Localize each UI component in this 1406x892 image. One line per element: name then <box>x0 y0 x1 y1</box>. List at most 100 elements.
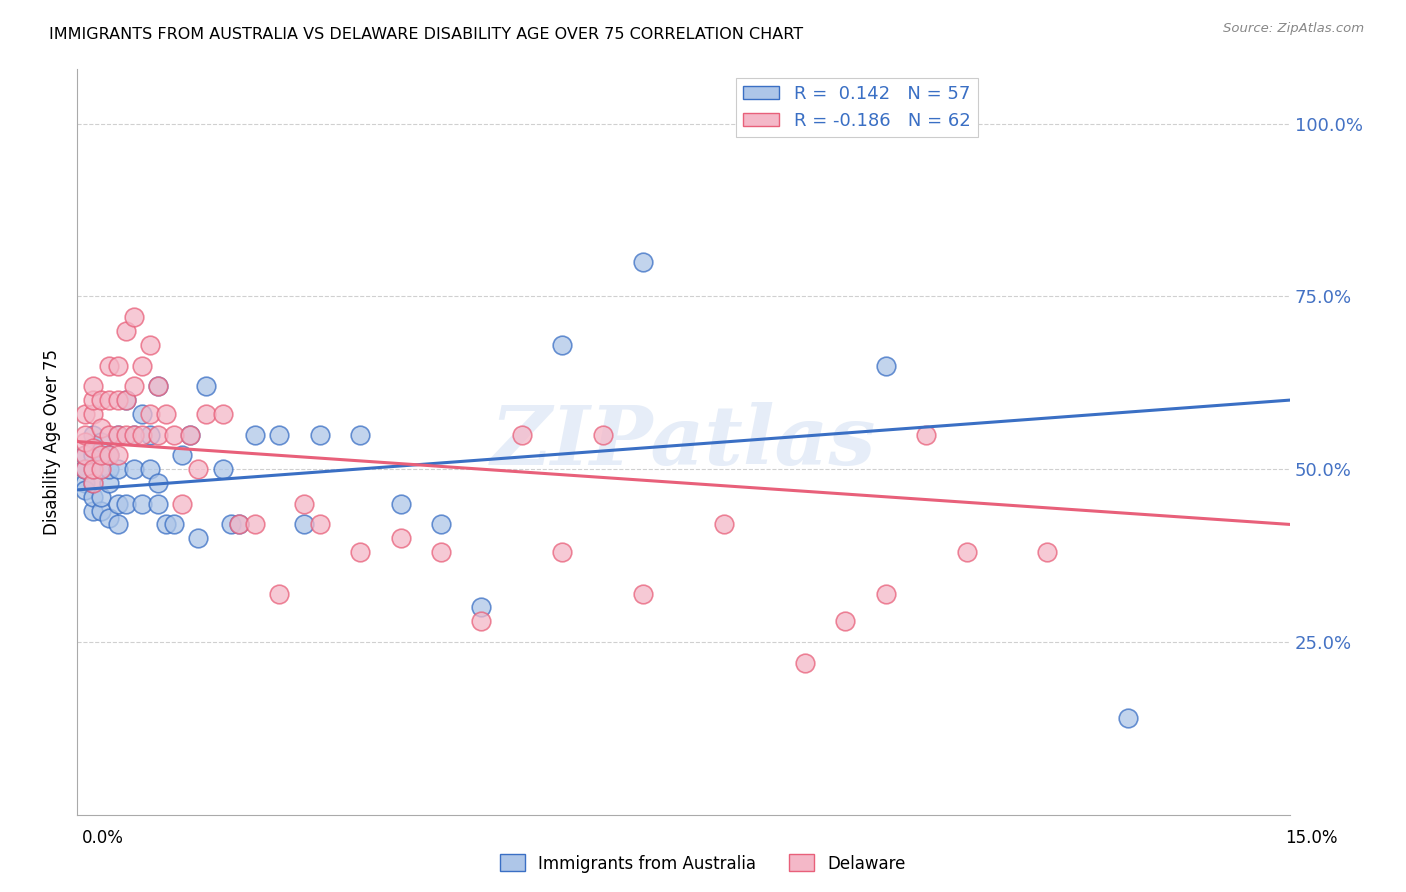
Point <box>98 510 121 524</box>
Point <box>228 517 250 532</box>
Point <box>90 503 112 517</box>
Y-axis label: Disability Age Over 75: Disability Age Over 75 <box>44 349 60 534</box>
Point <box>139 462 162 476</box>
Point <box>308 427 330 442</box>
Point <box>107 359 129 373</box>
Point <box>131 359 153 373</box>
Point <box>75 483 97 497</box>
Point <box>75 448 97 462</box>
Point <box>82 407 104 421</box>
Point <box>228 517 250 532</box>
Point <box>82 503 104 517</box>
Text: Source: ZipAtlas.com: Source: ZipAtlas.com <box>1223 22 1364 36</box>
Point <box>146 379 169 393</box>
Point <box>107 427 129 442</box>
Point <box>146 497 169 511</box>
Point <box>82 462 104 476</box>
Point <box>211 407 233 421</box>
Point <box>107 462 129 476</box>
Point <box>75 462 97 476</box>
Point <box>82 379 104 393</box>
Point <box>122 462 145 476</box>
Point <box>195 407 218 421</box>
Text: IMMIGRANTS FROM AUSTRALIA VS DELAWARE DISABILITY AGE OVER 75 CORRELATION CHART: IMMIGRANTS FROM AUSTRALIA VS DELAWARE DI… <box>49 27 803 42</box>
Point <box>551 338 574 352</box>
Point <box>82 490 104 504</box>
Point <box>75 462 97 476</box>
Point <box>90 434 112 449</box>
Point <box>90 462 112 476</box>
Point <box>269 586 291 600</box>
Point <box>82 462 104 476</box>
Point <box>163 517 186 532</box>
Point <box>98 427 121 442</box>
Point <box>131 497 153 511</box>
Point <box>510 427 533 442</box>
Point <box>90 490 112 504</box>
Point <box>187 531 209 545</box>
Point <box>146 475 169 490</box>
Point <box>98 475 121 490</box>
Point <box>90 462 112 476</box>
Point <box>107 393 129 408</box>
Point <box>139 407 162 421</box>
Point <box>875 359 897 373</box>
Point <box>470 614 492 628</box>
Point <box>82 475 104 490</box>
Point <box>308 517 330 532</box>
Point <box>98 359 121 373</box>
Point <box>107 448 129 462</box>
Point <box>551 545 574 559</box>
Point <box>1116 711 1139 725</box>
Point <box>82 475 104 490</box>
Point <box>75 407 97 421</box>
Point <box>389 531 412 545</box>
Point <box>389 497 412 511</box>
Point <box>292 517 315 532</box>
Point <box>187 462 209 476</box>
Point <box>75 427 97 442</box>
Point <box>122 427 145 442</box>
Point <box>98 448 121 462</box>
Point <box>713 517 735 532</box>
Point <box>114 393 136 408</box>
Point <box>172 448 194 462</box>
Point <box>139 338 162 352</box>
Point <box>592 427 614 442</box>
Point <box>195 379 218 393</box>
Point <box>122 310 145 325</box>
Point <box>98 462 121 476</box>
Point <box>430 517 453 532</box>
Point <box>131 427 153 442</box>
Point <box>82 442 104 456</box>
Text: ZIPatlas: ZIPatlas <box>491 401 876 482</box>
Point <box>793 656 815 670</box>
Point <box>107 497 129 511</box>
Point <box>955 545 977 559</box>
Point <box>146 379 169 393</box>
Point <box>90 421 112 435</box>
Point <box>98 448 121 462</box>
Point <box>90 448 112 462</box>
Legend: Immigrants from Australia, Delaware: Immigrants from Australia, Delaware <box>494 847 912 880</box>
Point <box>75 462 97 476</box>
Point <box>834 614 856 628</box>
Point <box>114 497 136 511</box>
Point <box>1036 545 1059 559</box>
Legend: R =  0.142   N = 57, R = -0.186   N = 62: R = 0.142 N = 57, R = -0.186 N = 62 <box>735 78 977 137</box>
Point <box>631 586 654 600</box>
Point <box>470 600 492 615</box>
Point <box>163 427 186 442</box>
Point <box>179 427 201 442</box>
Point <box>155 517 177 532</box>
Point <box>179 427 201 442</box>
Text: 15.0%: 15.0% <box>1285 829 1339 847</box>
Point <box>82 393 104 408</box>
Point <box>243 427 266 442</box>
Point <box>172 497 194 511</box>
Point <box>875 586 897 600</box>
Point <box>349 427 371 442</box>
Point <box>139 427 162 442</box>
Point <box>107 427 129 442</box>
Point <box>75 434 97 449</box>
